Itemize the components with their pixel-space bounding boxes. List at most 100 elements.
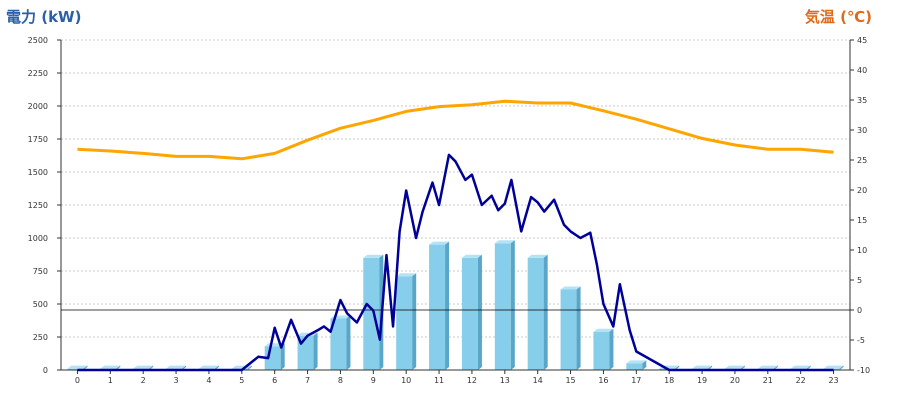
bar — [363, 254, 384, 370]
x-tick-label: 16 — [598, 376, 608, 385]
left-tick-label: 0 — [43, 366, 48, 375]
bar-top — [198, 365, 219, 369]
bar-side — [609, 328, 614, 370]
bar-side — [642, 360, 647, 370]
bar — [494, 240, 515, 370]
temperature-line — [77, 99, 834, 161]
x-tick-label: 2 — [141, 376, 146, 385]
bar-side — [313, 332, 318, 370]
x-tick-label: 0 — [75, 376, 80, 385]
right-tick-label: 15 — [857, 216, 867, 225]
x-tick-label: 17 — [631, 376, 641, 385]
x-tick-label: 22 — [796, 376, 806, 385]
bar-front — [396, 276, 413, 370]
bar-front — [429, 244, 446, 370]
left-tick-label: 1500 — [28, 168, 48, 177]
bar — [297, 332, 318, 370]
right-tick-label: -10 — [857, 366, 870, 375]
bar-top — [626, 360, 647, 364]
right-tick-label: 20 — [857, 186, 867, 195]
bar — [626, 360, 647, 370]
bar-side — [280, 343, 285, 370]
right-tick-label: 30 — [857, 126, 867, 135]
x-tick-label: 6 — [272, 376, 277, 385]
bar-side — [247, 365, 252, 370]
bar-top — [494, 240, 515, 244]
x-tick-label: 18 — [664, 376, 674, 385]
bar — [593, 328, 614, 370]
axes — [60, 40, 851, 371]
right-tick-label: 45 — [857, 36, 867, 45]
right-tick-label: 40 — [857, 66, 867, 75]
bar-top — [823, 365, 844, 369]
x-tick-label: 4 — [206, 376, 211, 385]
bar-top — [429, 241, 450, 245]
x-tick-label: 14 — [533, 376, 543, 385]
x-tick-label: 12 — [467, 376, 477, 385]
left-tick-label: 1750 — [28, 135, 48, 144]
x-tick-label: 19 — [697, 376, 707, 385]
bar-top — [100, 365, 121, 369]
bar-front — [67, 368, 84, 370]
bar-front — [527, 257, 544, 370]
right-tick-label: 35 — [857, 96, 867, 105]
grid-lines — [61, 39, 850, 338]
x-tick-label: 10 — [401, 376, 411, 385]
x-tick-label: 8 — [338, 376, 343, 385]
bar-top — [692, 365, 713, 369]
right-tick-label: 5 — [857, 276, 862, 285]
right-tick-label: 10 — [857, 246, 867, 255]
x-tick-label: 1 — [108, 376, 113, 385]
bar — [527, 254, 548, 370]
bar-top — [396, 273, 417, 277]
bar-top — [527, 254, 548, 258]
bar-front — [330, 318, 347, 370]
bar-side — [543, 254, 548, 370]
x-tick-label: 20 — [730, 376, 740, 385]
bar-top — [363, 254, 384, 258]
left-axis-ticks: 0 250 500 750 1000 1250 1500 1750 2000 2250 2500 — [28, 36, 61, 375]
bar-front — [363, 257, 380, 370]
bar-top — [133, 365, 154, 369]
bar-front — [626, 363, 643, 370]
bar-side — [412, 273, 417, 370]
power-line — [77, 153, 834, 372]
bar — [330, 315, 351, 370]
bar-top — [67, 365, 88, 369]
bar-side — [510, 240, 515, 370]
x-tick-label: 9 — [371, 376, 376, 385]
left-axis-title: 電力 (kW) — [6, 8, 82, 26]
left-tick-label: 1250 — [28, 201, 48, 210]
right-axis-ticks: -10 -5 0 5 10 15 20 25 30 35 40 45 — [850, 36, 870, 375]
x-tick-label: 5 — [239, 376, 244, 385]
x-tick-label: 15 — [565, 376, 575, 385]
x-tick-label: 21 — [763, 376, 773, 385]
right-axis-title: 気温 (℃) — [804, 8, 872, 26]
right-tick-label: -5 — [857, 336, 865, 345]
x-tick-label: 23 — [828, 376, 838, 385]
x-tick-label: 7 — [305, 376, 310, 385]
x-tick-label: 3 — [174, 376, 179, 385]
bar — [396, 273, 417, 370]
bar — [560, 286, 581, 370]
bar — [461, 254, 482, 370]
left-tick-label: 2000 — [28, 102, 48, 111]
bar-top — [593, 328, 614, 332]
bar-top — [724, 365, 745, 369]
x-tick-label: 11 — [434, 376, 444, 385]
x-tick-label: 13 — [500, 376, 510, 385]
left-tick-label: 750 — [33, 267, 48, 276]
left-tick-label: 1000 — [28, 234, 48, 243]
bar-top — [757, 365, 778, 369]
bar-series — [67, 240, 844, 370]
bar-side — [477, 254, 482, 370]
bar-side — [576, 286, 581, 370]
right-tick-label: 0 — [857, 306, 862, 315]
x-axis-ticks: 0 1 2 3 4 5 6 7 8 9 10 11 12 13 14 15 16 17 18 19 20 21 22 23 — [75, 370, 839, 385]
bar-top — [166, 365, 187, 369]
left-tick-label: 2250 — [28, 69, 48, 78]
bar — [429, 241, 450, 370]
bar-front — [593, 331, 610, 370]
bar-side — [839, 365, 844, 370]
